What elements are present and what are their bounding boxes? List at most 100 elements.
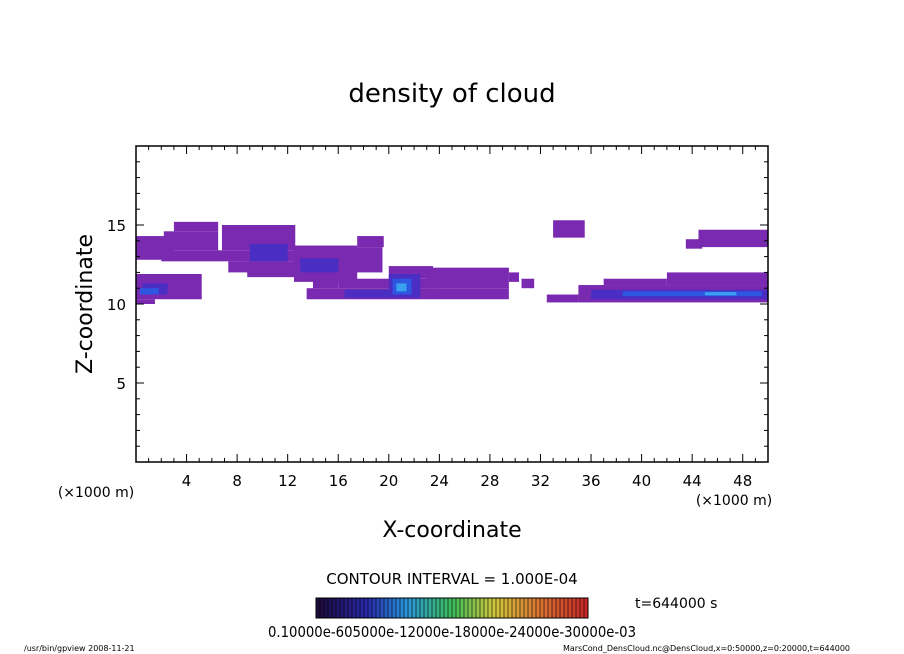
time-label: t=644000 s xyxy=(635,596,717,612)
footer-left: /usr/bin/gpview 2008-11-21 xyxy=(24,644,135,653)
plot-frame xyxy=(135,145,769,463)
density-region-24 xyxy=(698,229,768,248)
colorbar-cell xyxy=(392,598,396,618)
colorbar-cell xyxy=(328,598,332,618)
colorbar-cell xyxy=(488,598,492,618)
colorbar-cell xyxy=(464,598,468,618)
colorbar-cell xyxy=(316,598,320,618)
contour-interval-label: CONTOUR INTERVAL = 1.000E-04 xyxy=(326,570,577,588)
colorbar-cell xyxy=(560,598,564,618)
colorbar-cell xyxy=(512,598,516,618)
colorbar-cell xyxy=(576,598,580,618)
density-region-9 xyxy=(357,236,384,248)
density-region-10 xyxy=(312,280,339,289)
y-tick-label-1: 10 xyxy=(107,296,126,314)
colorbar-cell xyxy=(420,598,424,618)
colorbar-cell xyxy=(436,598,440,618)
colorbar-cell xyxy=(364,598,368,618)
density-region-28 xyxy=(300,258,339,273)
density-region-34 xyxy=(622,291,762,297)
colorbar-cell xyxy=(572,598,576,618)
colorbar-cell xyxy=(376,598,380,618)
density-region-1 xyxy=(161,250,313,262)
colorbar-cell xyxy=(524,598,528,618)
density-region-29 xyxy=(344,289,421,298)
colorbar-cell xyxy=(480,598,484,618)
colorbar-cell xyxy=(492,598,496,618)
x-unit-right: (×1000 m) xyxy=(696,493,772,509)
density-region-18 xyxy=(521,278,535,289)
colorbar-cell xyxy=(344,598,348,618)
colorbar-cell xyxy=(528,598,532,618)
density-region-25 xyxy=(685,239,703,249)
colorbar-cell xyxy=(448,598,452,618)
density-region-3 xyxy=(173,221,219,232)
colorbar-cell xyxy=(484,598,488,618)
colorbar-cell xyxy=(380,598,384,618)
x-tick-label-5: 24 xyxy=(430,472,449,490)
colorbar-cell xyxy=(340,598,344,618)
colorbar-cell xyxy=(412,598,416,618)
colorbar-cell xyxy=(540,598,544,618)
colorbar-cell xyxy=(388,598,392,618)
x-tick-label-10: 44 xyxy=(683,472,702,490)
x-tick-label-1: 8 xyxy=(232,472,242,490)
colorbar-cell xyxy=(504,598,508,618)
colorbar-cell xyxy=(432,598,436,618)
density-region-17 xyxy=(508,272,519,282)
colorbar-cell xyxy=(472,598,476,618)
colorbar-cell xyxy=(404,598,408,618)
colorbar-cell xyxy=(456,598,460,618)
density-region-16 xyxy=(426,267,509,289)
y-tick-labels: 5 10 15 xyxy=(107,217,126,393)
colorbar-cell xyxy=(552,598,556,618)
colorbar-cell xyxy=(352,598,356,618)
density-region-2 xyxy=(163,231,219,251)
colorbar-cell xyxy=(324,598,328,618)
density-region-19 xyxy=(546,294,579,303)
density-region-22 xyxy=(666,272,768,286)
colorbar-cell xyxy=(564,598,568,618)
colorbar-cell xyxy=(396,598,400,618)
x-tick-label-11: 48 xyxy=(733,472,752,490)
x-tick-label-4: 20 xyxy=(379,472,398,490)
x-tick-label-2: 12 xyxy=(278,472,297,490)
colorbar-cell xyxy=(408,598,412,618)
colorbar-cell xyxy=(416,598,420,618)
colorbar-cell xyxy=(424,598,428,618)
density-region-21 xyxy=(603,278,667,286)
colorbar-cell xyxy=(400,598,404,618)
colorbar-cell xyxy=(360,598,364,618)
density-region-32 xyxy=(139,288,159,295)
y-tick-label-0: 5 xyxy=(116,375,126,393)
x-tick-label-7: 32 xyxy=(531,472,550,490)
colorbar-cell xyxy=(548,598,552,618)
x-tick-label-8: 36 xyxy=(581,472,600,490)
colorbar-cell xyxy=(556,598,560,618)
colorbar-cell xyxy=(444,598,448,618)
colorbar-cell xyxy=(532,598,536,618)
colorbar-cell xyxy=(368,598,372,618)
density-region-14 xyxy=(338,278,434,289)
colorbar-cell xyxy=(460,598,464,618)
x-axis-label: X-coordinate xyxy=(382,518,521,543)
density-region-8 xyxy=(338,247,383,273)
colorbar-cell xyxy=(320,598,324,618)
colorbar-cell xyxy=(348,598,352,618)
density-region-23 xyxy=(553,220,585,238)
colorbar-cell xyxy=(536,598,540,618)
y-tick-label-2: 15 xyxy=(107,217,126,235)
density-region-36 xyxy=(396,283,407,292)
density-region-35 xyxy=(704,292,737,296)
colorbar-cell xyxy=(580,598,584,618)
x-tick-labels: 4 8 12 16 20 24 28 32 36 40 44 48 xyxy=(182,472,752,490)
density-region-27 xyxy=(249,243,288,262)
y-axis-label: Z-coordinate xyxy=(73,234,98,374)
colorbar-cell xyxy=(544,598,548,618)
colorbar-cell xyxy=(520,598,524,618)
density-region-6 xyxy=(247,261,297,278)
colorbar-frame xyxy=(315,597,589,619)
colorbar-cell xyxy=(372,598,376,618)
density-region-12 xyxy=(136,299,155,304)
